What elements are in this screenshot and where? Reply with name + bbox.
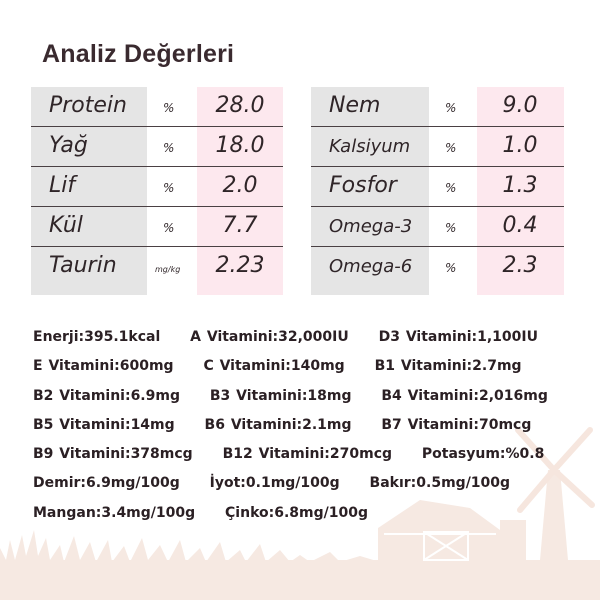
- row-unit: %: [445, 261, 457, 275]
- row-divider: [311, 166, 564, 167]
- nutrient-item: İyot:0.1mg/100g: [209, 475, 340, 492]
- value-column-background: [197, 87, 283, 295]
- row-label: Taurin: [49, 253, 117, 278]
- nutrient-item: B6 Vitamini:2.1mg: [204, 416, 352, 433]
- nutrient-item: B5 Vitamini:14mg: [33, 416, 175, 433]
- table-row: Yağ % 18.0: [31, 127, 283, 167]
- row-value: 2.3: [502, 253, 538, 278]
- nutrient-list: Enerji:395.1kcal A Vitamini:32,000IU D3 …: [33, 323, 573, 528]
- row-unit: %: [445, 221, 457, 235]
- nutrient-item: Bakır:0.5mg/100g: [369, 475, 511, 492]
- row-value: 2.0: [222, 173, 258, 198]
- row-value: 7.7: [222, 213, 258, 238]
- row-label: Lif: [49, 173, 76, 198]
- row-divider: [311, 206, 564, 207]
- row-value: 0.4: [502, 213, 538, 238]
- row-unit: %: [163, 221, 175, 235]
- table-row: Lif % 2.0: [31, 167, 283, 207]
- row-label: Omega-3: [329, 216, 413, 237]
- row-divider: [31, 126, 283, 127]
- value-column-background: [477, 87, 564, 295]
- nutrient-item: D3 Vitamini:1,100IU: [378, 329, 538, 345]
- analysis-table-left: Protein % 28.0 Yağ % 18.0 Lif % 2.0 Kül …: [31, 87, 283, 295]
- table-row: Kalsiyum % 1.0: [311, 127, 564, 167]
- row-divider: [31, 246, 283, 247]
- table-row: Nem % 9.0: [311, 87, 564, 127]
- table-row: Fosfor % 1.3: [311, 167, 564, 207]
- row-label: Kül: [49, 213, 83, 238]
- row-label: Kalsiyum: [329, 136, 411, 157]
- row-unit: %: [445, 141, 457, 155]
- row-label: Nem: [329, 93, 381, 118]
- nutrient-item: B12 Vitamini:270mcg: [222, 446, 393, 463]
- label-column-background: [31, 87, 147, 295]
- table-row: Omega-3 % 0.4: [311, 207, 564, 247]
- nutrient-item: B7 Vitamini:70mcg: [381, 416, 532, 433]
- nutrient-item: B4 Vitamini:2,016mg: [381, 387, 548, 404]
- page-title: Analiz Değerleri: [42, 40, 235, 68]
- row-unit: %: [163, 141, 175, 155]
- nutrient-item: Demir:6.9mg/100g: [33, 475, 180, 492]
- nutrient-item: B9 Vitamini:378mcg: [33, 446, 193, 463]
- nutrient-item: B3 Vitamini:18mg: [209, 387, 352, 404]
- row-divider: [311, 126, 564, 127]
- row-unit: %: [163, 101, 175, 115]
- nutrient-item: Potasyum:%0.8: [421, 446, 545, 463]
- row-divider: [31, 166, 283, 167]
- nutrient-item: C Vitamini:140mg: [203, 358, 345, 375]
- row-divider: [31, 206, 283, 207]
- row-value: 1.0: [502, 133, 538, 158]
- nutrient-item: B1 Vitamini:2.7mg: [374, 358, 522, 375]
- row-value: 2.23: [215, 253, 265, 278]
- row-value: 1.3: [502, 173, 538, 198]
- nutrient-item: Çinko:6.8mg/100g: [225, 504, 368, 521]
- nutrient-item: Mangan:3.4mg/100g: [33, 504, 196, 521]
- label-column-background: [311, 87, 429, 295]
- table-row: Kül % 7.7: [31, 207, 283, 247]
- row-value: 18.0: [215, 133, 265, 158]
- nutrient-item: E Vitamini:600mg: [33, 358, 174, 375]
- analysis-table-right: Nem % 9.0 Kalsiyum % 1.0 Fosfor % 1.3 Om…: [311, 87, 564, 295]
- nutrient-item: B2 Vitamini:6.9mg: [33, 387, 180, 404]
- row-unit: %: [445, 101, 457, 115]
- row-unit: mg/kg: [155, 265, 181, 274]
- nutrient-item: A Vitamini:32,000IU: [190, 329, 349, 345]
- row-unit: %: [163, 181, 175, 195]
- row-value: 28.0: [215, 93, 265, 118]
- row-unit: %: [445, 181, 457, 195]
- row-label: Yağ: [49, 133, 88, 158]
- table-row: Protein % 28.0: [31, 87, 283, 127]
- table-row: Taurin mg/kg 2.23: [31, 247, 283, 287]
- row-label: Fosfor: [329, 173, 397, 198]
- row-label: Protein: [49, 93, 127, 118]
- row-label: Omega-6: [329, 256, 413, 277]
- row-divider: [311, 246, 564, 247]
- row-value: 9.0: [502, 93, 538, 118]
- table-row: Omega-6 % 2.3: [311, 247, 564, 287]
- nutrient-item: Enerji:395.1kcal: [33, 329, 161, 345]
